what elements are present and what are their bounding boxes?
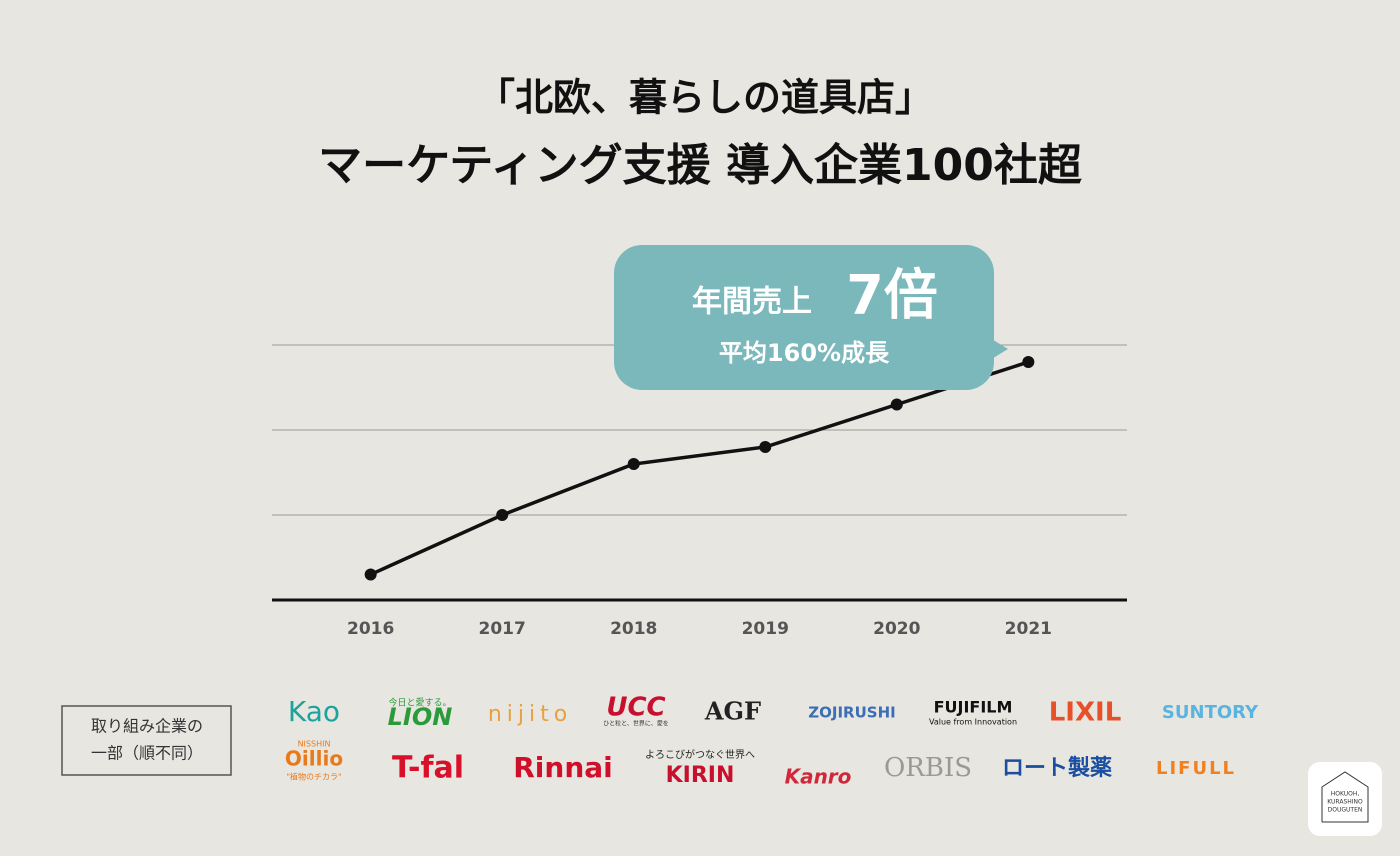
logo-tagline: Value from Innovation xyxy=(929,718,1017,727)
badge-box xyxy=(1308,762,1382,836)
badge-text: HOKUOH, xyxy=(1331,791,1360,798)
clients: 取り組み企業の 一部（順不同） Kao 今日と愛する。 LION nijito … xyxy=(61,693,1259,789)
logo: LIFULL xyxy=(1156,758,1236,779)
logo: Oillio xyxy=(285,747,343,771)
x-tick-label: 2020 xyxy=(873,619,920,639)
clients-label: 一部（順不同） xyxy=(91,744,203,763)
title-line1: 「北欧、暮らしの道具店」 xyxy=(477,76,933,120)
logo: ORBIS xyxy=(884,753,972,783)
point xyxy=(890,398,903,411)
x-tick-label: 2016 xyxy=(347,619,394,639)
logo-tagline: NISSHIN xyxy=(298,740,331,749)
logo: LION xyxy=(388,703,453,731)
point xyxy=(627,458,640,470)
logo-tagline: ひと粒と、世界に、愛を xyxy=(603,720,668,728)
x-tick-label: 2018 xyxy=(610,619,657,639)
logo: KIRIN xyxy=(666,763,735,788)
line xyxy=(369,360,1029,577)
clients-label: 取り組み企業の xyxy=(91,717,203,736)
callout-sub: 平均160%成長 xyxy=(719,339,890,367)
callout-figure: 7倍 xyxy=(846,264,938,327)
logo: ZOJIRUSHI xyxy=(808,704,895,722)
x-tick-label: 2019 xyxy=(742,619,789,639)
logo: UCC xyxy=(606,693,665,723)
logo-tagline: "植物のチカラ" xyxy=(286,772,341,782)
logo: Rinnai xyxy=(513,751,613,784)
callout-headline: 年間売上 xyxy=(692,285,812,320)
point xyxy=(496,509,509,521)
callout-pointer xyxy=(990,338,1008,360)
title-line2: マーケティング支援 導入企業100社超 xyxy=(318,140,1083,191)
x-tick-label: 2017 xyxy=(479,619,526,639)
callout: 年間売上 7倍 平均160%成長 xyxy=(614,245,1008,390)
logo-tagline: よろこびがつなぐ世界へ xyxy=(645,748,755,761)
point xyxy=(759,441,772,453)
badge-text: DOUGUTEN xyxy=(1328,807,1363,814)
logo: T-fal xyxy=(392,751,464,786)
logo: ロート製薬 xyxy=(1002,755,1112,781)
badge-house xyxy=(1321,771,1369,823)
point xyxy=(1022,356,1035,368)
chart: 2016 2017 2018 2019 2020 2021 xyxy=(272,344,1127,639)
badge-text: KURASHINO xyxy=(1327,799,1363,806)
clients-label-box xyxy=(61,705,232,776)
x-tick-label: 2021 xyxy=(1005,619,1052,639)
brand-badge: HOKUOH, KURASHINO DOUGUTEN xyxy=(1308,762,1382,836)
point xyxy=(364,568,377,581)
logo: FUJIFILM xyxy=(934,698,1013,717)
logo: Kao xyxy=(288,695,340,728)
logo: AGF xyxy=(704,697,761,726)
logo: LIXIL xyxy=(1049,698,1122,728)
logo: nijito xyxy=(488,702,572,727)
callout-box xyxy=(614,245,994,390)
logo: Kanro xyxy=(785,765,852,789)
logo: SUNTORY xyxy=(1162,702,1259,723)
logo-tagline: 今日と愛する。 xyxy=(388,697,451,709)
